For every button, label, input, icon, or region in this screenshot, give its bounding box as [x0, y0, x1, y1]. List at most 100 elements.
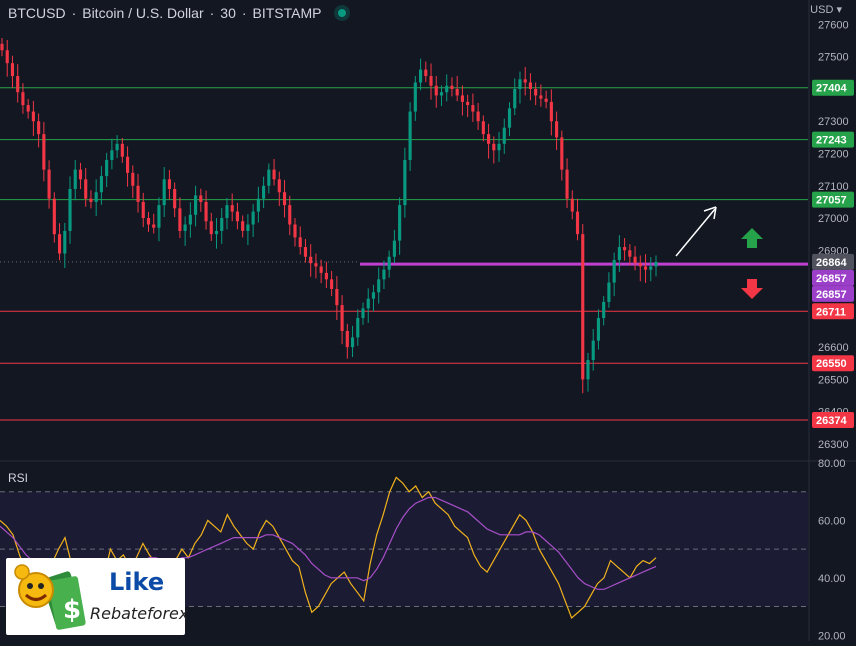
- candle-body: [162, 179, 166, 206]
- candle-body: [534, 88, 538, 96]
- exchange-label: BITSTAMP: [252, 5, 322, 21]
- candle-body: [356, 318, 360, 338]
- price-tick-label: 27300: [818, 116, 849, 128]
- candle-body: [298, 237, 302, 248]
- price-tag-label: 26857: [816, 273, 847, 285]
- candle-body: [408, 111, 412, 160]
- candle-body: [105, 159, 109, 177]
- candle-body: [487, 134, 491, 144]
- candle-body: [178, 208, 182, 231]
- candle-body: [497, 143, 501, 151]
- candle-body: [167, 179, 171, 189]
- arrow-down-red-icon: [741, 279, 763, 299]
- candle-body: [37, 121, 41, 135]
- candle-body: [591, 340, 595, 360]
- candle-body: [63, 230, 67, 254]
- candle-body: [204, 201, 208, 222]
- candle-body: [152, 224, 156, 228]
- candle-body: [288, 205, 292, 225]
- candle-body: [643, 266, 648, 270]
- price-tick-label: 26300: [818, 439, 849, 451]
- candle-body: [47, 169, 51, 199]
- price-tag-label: 26857: [816, 289, 847, 301]
- candle-body: [607, 282, 611, 302]
- candle-body: [466, 101, 470, 106]
- candle-body: [330, 279, 334, 290]
- candle-body: [471, 105, 475, 112]
- rsi-title[interactable]: RSI: [8, 471, 29, 485]
- candle-body: [413, 82, 417, 112]
- candle-body: [602, 301, 606, 319]
- candle-body: [120, 143, 124, 157]
- candle-body: [502, 127, 506, 144]
- candle-body: [214, 230, 219, 235]
- candle-body: [225, 205, 229, 219]
- candle-body: [282, 192, 287, 206]
- candle-body: [418, 69, 423, 83]
- currency-label: USD: [810, 4, 834, 16]
- candle-body: [241, 221, 245, 231]
- candle-body: [450, 85, 454, 89]
- candle-body: [256, 198, 260, 212]
- candle-body: [52, 198, 56, 235]
- candle-body: [31, 111, 35, 122]
- candle-body: [492, 143, 496, 151]
- candle-body: [251, 211, 255, 225]
- candle-body: [455, 88, 459, 96]
- candle-body: [481, 121, 485, 135]
- brand-logo: $ Like Rebateforex: [6, 558, 189, 635]
- candle-body: [565, 169, 569, 199]
- rsi-line: [0, 476, 657, 620]
- level-tag-label: 26374: [816, 415, 847, 427]
- instrument-name: Bitcoin / U.S. Dollar: [82, 5, 204, 21]
- candle-body: [173, 188, 177, 209]
- arrow-up-diagonal-icon: [675, 208, 716, 257]
- logo-brand-text: Rebateforex: [90, 604, 189, 623]
- candle-body: [99, 176, 103, 193]
- price-tag-label: 26864: [816, 257, 847, 269]
- candle-body: [131, 172, 135, 186]
- candle-body: [277, 179, 281, 193]
- candle-body: [539, 95, 543, 99]
- candle-body: [199, 195, 203, 202]
- candle-body: [649, 266, 653, 270]
- candle-body: [617, 247, 621, 260]
- candle-body: [581, 234, 585, 380]
- candle-body: [445, 85, 449, 93]
- candle-body: [424, 69, 428, 77]
- candle-body: [10, 63, 15, 77]
- candle-body: [345, 330, 349, 348]
- level-tag-support: [812, 303, 854, 320]
- candle-body: [429, 76, 433, 86]
- candle-body: [518, 79, 522, 89]
- currency-selector[interactable]: USD ▾: [810, 3, 842, 16]
- candle-body: [188, 214, 192, 225]
- price-tick-label: 27100: [818, 181, 849, 193]
- title-separator: ·: [209, 5, 215, 21]
- candle-body: [439, 92, 444, 96]
- candle-body: [361, 308, 365, 319]
- candle-body: [230, 205, 234, 212]
- interval-label[interactable]: 30: [220, 5, 236, 21]
- price-tick-label: 27600: [818, 19, 849, 31]
- logo-like-text: Like: [109, 568, 165, 596]
- price-tag-purple: [812, 285, 854, 302]
- candle-body: [110, 150, 114, 160]
- price-tick-label: 26600: [818, 342, 849, 354]
- symbol-label[interactable]: BTCUSD: [8, 5, 66, 21]
- title-separator: ·: [71, 5, 77, 21]
- candle-body: [16, 76, 20, 93]
- candle-body: [141, 201, 145, 219]
- candle-body: [392, 240, 396, 257]
- candle-body: [21, 92, 25, 106]
- svg-text:$: $: [63, 595, 81, 625]
- candle-body: [209, 221, 213, 235]
- price-tag-purple: [812, 269, 854, 286]
- level-tag-resistance: [812, 79, 854, 96]
- candle-body: [5, 50, 9, 64]
- candle-body: [544, 98, 548, 102]
- level-tag-support: [812, 411, 854, 428]
- price-tag-last: [812, 253, 854, 270]
